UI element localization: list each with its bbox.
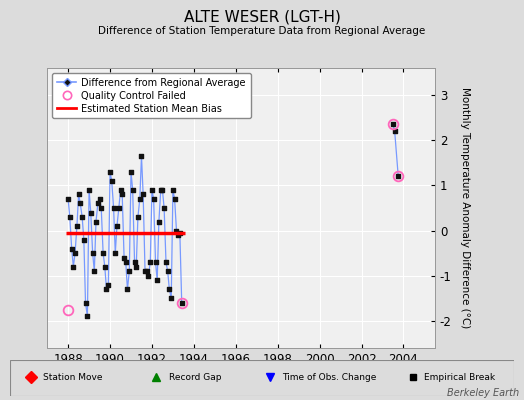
Point <box>162 259 170 265</box>
Text: Time of Obs. Change: Time of Obs. Change <box>282 373 377 382</box>
Text: ALTE WESER (LGT-H): ALTE WESER (LGT-H) <box>183 10 341 25</box>
Point <box>80 236 88 243</box>
Point <box>116 187 125 193</box>
Point <box>99 250 107 256</box>
Point <box>71 250 79 256</box>
Point <box>125 268 134 274</box>
Point <box>89 250 97 256</box>
Point <box>143 268 151 274</box>
Point <box>95 196 104 202</box>
Point <box>149 196 158 202</box>
Point <box>73 223 81 229</box>
Point <box>120 254 128 261</box>
Point <box>158 187 167 193</box>
Point <box>130 259 139 265</box>
Point <box>139 191 147 198</box>
Point <box>66 214 74 220</box>
Point <box>86 209 95 216</box>
Point <box>102 286 111 292</box>
Point <box>157 187 165 193</box>
Point <box>118 191 126 198</box>
Point <box>104 282 113 288</box>
Point <box>151 259 160 265</box>
Point <box>148 187 156 193</box>
Point <box>94 200 102 207</box>
Point <box>83 313 92 320</box>
Point <box>92 218 100 225</box>
Point <box>81 300 90 306</box>
FancyBboxPatch shape <box>10 360 514 396</box>
Point <box>389 121 397 128</box>
Point <box>144 272 152 279</box>
Point <box>115 205 123 211</box>
Point <box>90 268 99 274</box>
Point <box>137 153 146 159</box>
Y-axis label: Monthly Temperature Anomaly Difference (°C): Monthly Temperature Anomaly Difference (… <box>460 87 470 329</box>
Point <box>172 227 181 234</box>
Point <box>394 173 402 180</box>
Point <box>128 187 137 193</box>
Point <box>160 205 168 211</box>
Point <box>155 218 163 225</box>
Point <box>106 169 114 175</box>
Point <box>111 250 119 256</box>
Point <box>97 205 105 211</box>
Point <box>123 286 132 292</box>
Point <box>101 264 109 270</box>
Text: Record Gap: Record Gap <box>169 373 222 382</box>
Text: Empirical Break: Empirical Break <box>424 373 495 382</box>
Text: Berkeley Earth: Berkeley Earth <box>446 388 519 398</box>
Point <box>169 187 177 193</box>
Point <box>170 196 179 202</box>
Point <box>146 259 155 265</box>
Point <box>76 200 84 207</box>
Point <box>141 268 149 274</box>
Point <box>163 268 172 274</box>
Point <box>68 246 76 252</box>
Point <box>78 214 86 220</box>
Point <box>176 230 184 236</box>
Point <box>64 196 72 202</box>
Point <box>132 264 140 270</box>
Point <box>107 178 116 184</box>
Point <box>127 169 135 175</box>
Point <box>113 223 121 229</box>
Point <box>85 187 93 193</box>
Text: Station Move: Station Move <box>43 373 103 382</box>
Point <box>174 232 182 238</box>
Point <box>110 205 118 211</box>
Point <box>153 277 161 284</box>
Point <box>136 196 144 202</box>
Point <box>74 191 83 198</box>
Point <box>165 286 173 292</box>
Point <box>167 295 176 302</box>
Point <box>134 214 142 220</box>
Point <box>122 259 130 265</box>
Legend: Difference from Regional Average, Quality Control Failed, Estimated Station Mean: Difference from Regional Average, Qualit… <box>52 73 250 118</box>
Text: Difference of Station Temperature Data from Regional Average: Difference of Station Temperature Data f… <box>99 26 425 36</box>
Point <box>178 300 186 306</box>
Point <box>390 128 399 134</box>
Point <box>69 264 78 270</box>
